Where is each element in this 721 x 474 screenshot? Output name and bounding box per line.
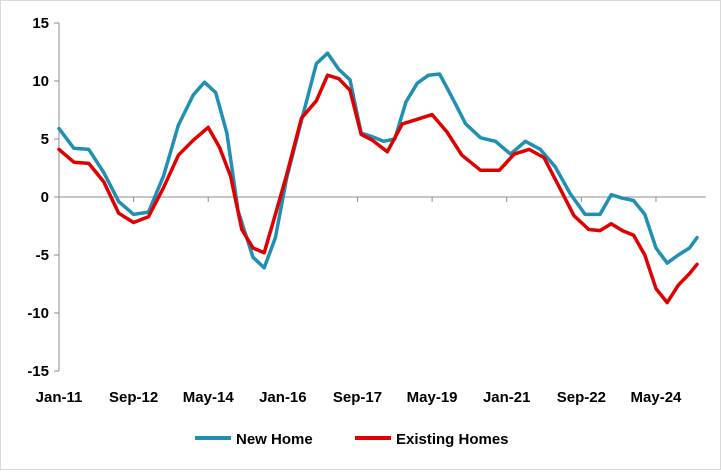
series-line-new-home (57, 51, 699, 270)
series-line-existing-homes (57, 73, 699, 305)
y-tick-label: 15 (32, 15, 49, 32)
legend-label-new-home: New Home (236, 431, 313, 448)
legend-label-existing-homes: Existing Homes (396, 431, 509, 448)
y-tick-label: -15 (27, 363, 49, 380)
y-tick-label: 10 (32, 73, 49, 90)
x-tick-label: Jan-11 (36, 389, 83, 406)
chart-legend: New Home Existing Homes (195, 431, 509, 448)
x-tick-label: Jan-21 (483, 389, 531, 406)
x-tick-label: Sep-22 (557, 389, 606, 406)
y-tick-label: 5 (41, 131, 49, 148)
x-tick-label: Sep-17 (333, 389, 382, 406)
x-tick-label: May-24 (631, 389, 683, 406)
chart-axes: 15 10 5 0 -5 -10 -15 Jan-11 Sep-12 May-14 Jan-16 Se… (27, 15, 706, 406)
x-tick-label: Sep-12 (109, 389, 158, 406)
y-tick-label: 0 (41, 189, 49, 206)
chart-series (57, 51, 699, 305)
y-tick-label: -5 (36, 247, 49, 264)
x-tick-label: Jan-16 (259, 389, 307, 406)
x-tick-label: May-14 (183, 389, 235, 406)
y-tick-label: -10 (27, 305, 49, 322)
x-tick-label: May-19 (407, 389, 458, 406)
